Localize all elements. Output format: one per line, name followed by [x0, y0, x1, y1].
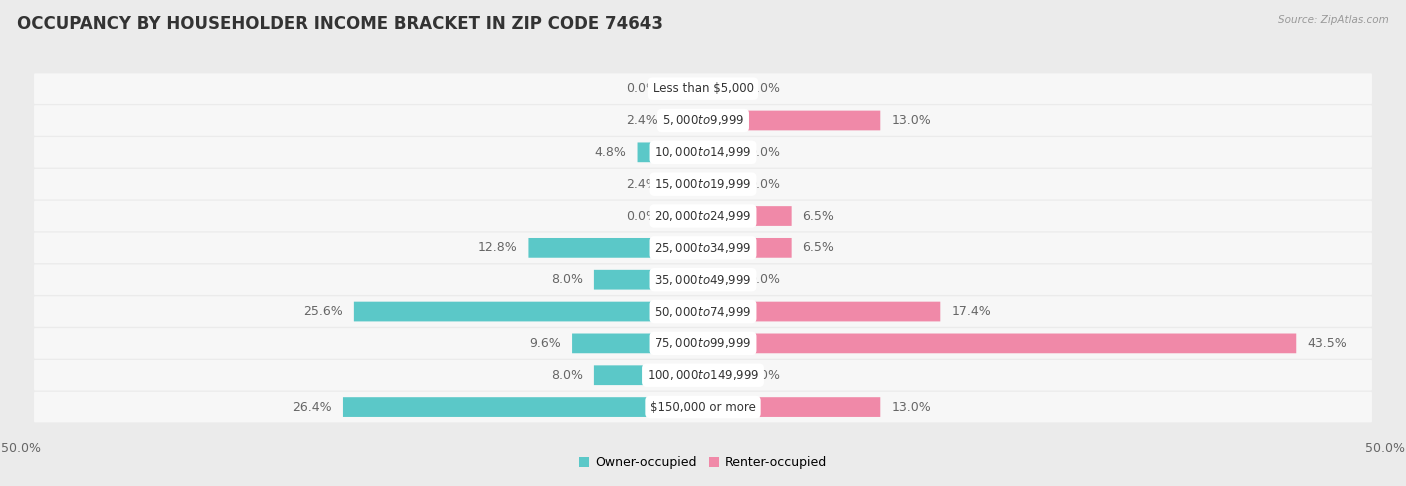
- Text: $150,000 or more: $150,000 or more: [650, 400, 756, 414]
- Text: 25.6%: 25.6%: [304, 305, 343, 318]
- Text: 4.8%: 4.8%: [595, 146, 627, 159]
- Text: 6.5%: 6.5%: [803, 242, 834, 254]
- FancyBboxPatch shape: [703, 270, 737, 290]
- Text: 0.0%: 0.0%: [626, 82, 658, 95]
- Text: 2.4%: 2.4%: [626, 178, 658, 191]
- Text: 43.5%: 43.5%: [1308, 337, 1347, 350]
- FancyBboxPatch shape: [703, 397, 880, 417]
- FancyBboxPatch shape: [34, 201, 1372, 231]
- Text: 6.5%: 6.5%: [803, 209, 834, 223]
- FancyBboxPatch shape: [34, 233, 1372, 263]
- Text: $20,000 to $24,999: $20,000 to $24,999: [654, 209, 752, 223]
- FancyBboxPatch shape: [703, 302, 941, 321]
- FancyBboxPatch shape: [593, 365, 703, 385]
- FancyBboxPatch shape: [703, 111, 880, 130]
- Text: $50,000 to $74,999: $50,000 to $74,999: [654, 305, 752, 318]
- Text: 8.0%: 8.0%: [551, 369, 583, 382]
- Text: $10,000 to $14,999: $10,000 to $14,999: [654, 145, 752, 159]
- FancyBboxPatch shape: [34, 264, 1372, 295]
- FancyBboxPatch shape: [637, 142, 703, 162]
- FancyBboxPatch shape: [703, 365, 737, 385]
- Text: $75,000 to $99,999: $75,000 to $99,999: [654, 336, 752, 350]
- Text: 0.0%: 0.0%: [748, 146, 780, 159]
- FancyBboxPatch shape: [703, 142, 737, 162]
- Text: $5,000 to $9,999: $5,000 to $9,999: [662, 114, 744, 127]
- FancyBboxPatch shape: [703, 333, 1296, 353]
- FancyBboxPatch shape: [34, 296, 1372, 327]
- FancyBboxPatch shape: [593, 270, 703, 290]
- Text: $15,000 to $19,999: $15,000 to $19,999: [654, 177, 752, 191]
- FancyBboxPatch shape: [703, 174, 737, 194]
- Text: Source: ZipAtlas.com: Source: ZipAtlas.com: [1278, 15, 1389, 25]
- FancyBboxPatch shape: [34, 360, 1372, 391]
- FancyBboxPatch shape: [354, 302, 703, 321]
- FancyBboxPatch shape: [703, 79, 737, 99]
- Text: 12.8%: 12.8%: [478, 242, 517, 254]
- FancyBboxPatch shape: [669, 174, 703, 194]
- FancyBboxPatch shape: [34, 169, 1372, 199]
- FancyBboxPatch shape: [343, 397, 703, 417]
- Text: 9.6%: 9.6%: [530, 337, 561, 350]
- FancyBboxPatch shape: [34, 392, 1372, 422]
- FancyBboxPatch shape: [669, 111, 703, 130]
- Text: 13.0%: 13.0%: [891, 114, 931, 127]
- FancyBboxPatch shape: [529, 238, 703, 258]
- Text: $25,000 to $34,999: $25,000 to $34,999: [654, 241, 752, 255]
- Text: $100,000 to $149,999: $100,000 to $149,999: [647, 368, 759, 382]
- FancyBboxPatch shape: [703, 238, 792, 258]
- Text: 2.4%: 2.4%: [626, 114, 658, 127]
- Legend: Owner-occupied, Renter-occupied: Owner-occupied, Renter-occupied: [574, 451, 832, 474]
- Text: 26.4%: 26.4%: [292, 400, 332, 414]
- Text: 8.0%: 8.0%: [551, 273, 583, 286]
- FancyBboxPatch shape: [34, 73, 1372, 104]
- Text: 17.4%: 17.4%: [952, 305, 991, 318]
- Text: 13.0%: 13.0%: [891, 400, 931, 414]
- FancyBboxPatch shape: [669, 206, 703, 226]
- Text: $35,000 to $49,999: $35,000 to $49,999: [654, 273, 752, 287]
- Text: 0.0%: 0.0%: [748, 82, 780, 95]
- FancyBboxPatch shape: [572, 333, 703, 353]
- FancyBboxPatch shape: [669, 79, 703, 99]
- FancyBboxPatch shape: [34, 105, 1372, 136]
- Text: Less than $5,000: Less than $5,000: [652, 82, 754, 95]
- Text: 0.0%: 0.0%: [748, 178, 780, 191]
- Text: 0.0%: 0.0%: [748, 273, 780, 286]
- FancyBboxPatch shape: [34, 137, 1372, 168]
- FancyBboxPatch shape: [703, 206, 792, 226]
- FancyBboxPatch shape: [34, 328, 1372, 359]
- Text: 0.0%: 0.0%: [626, 209, 658, 223]
- Text: OCCUPANCY BY HOUSEHOLDER INCOME BRACKET IN ZIP CODE 74643: OCCUPANCY BY HOUSEHOLDER INCOME BRACKET …: [17, 15, 662, 33]
- Text: 0.0%: 0.0%: [748, 369, 780, 382]
